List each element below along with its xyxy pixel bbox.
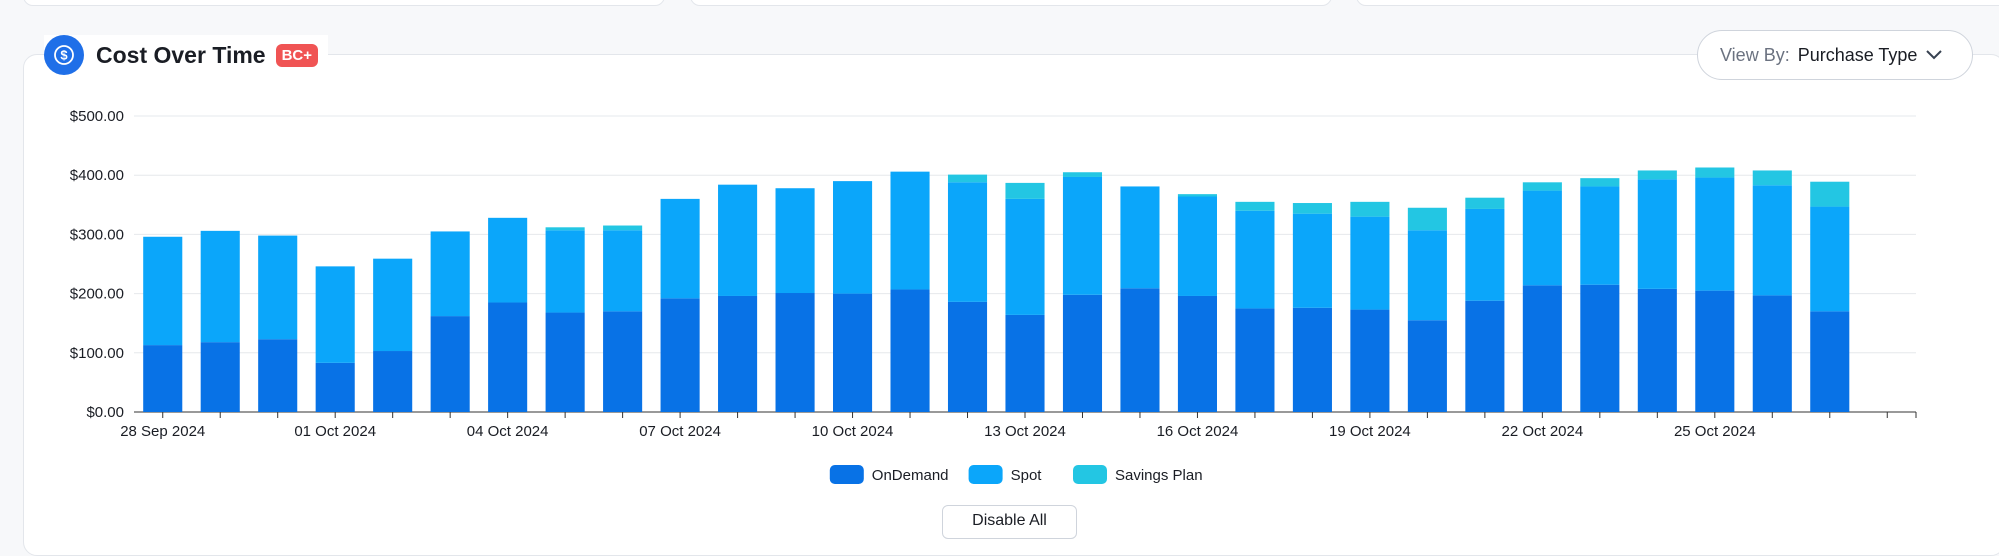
svg-text:$: $ [60,48,68,63]
cost-over-time-panel [23,54,1999,556]
disable-all-button[interactable]: Disable All [942,505,1077,539]
view-by-value: Purchase Type [1797,44,1918,65]
panel-header: $ Cost Over Time BC+ [44,35,329,75]
view-by-dropdown[interactable]: View By: Purchase Type [1697,30,1973,80]
summary-card-3 [1356,0,1999,6]
summary-card-1 [23,0,665,6]
chevron-down-icon [1925,45,1943,66]
summary-card-2 [690,0,1332,6]
plan-badge: BC+ [275,43,319,67]
page-title: Cost Over Time [96,41,266,68]
dollar-coin-icon: $ [44,35,84,75]
view-by-label: View By: [1720,44,1790,65]
